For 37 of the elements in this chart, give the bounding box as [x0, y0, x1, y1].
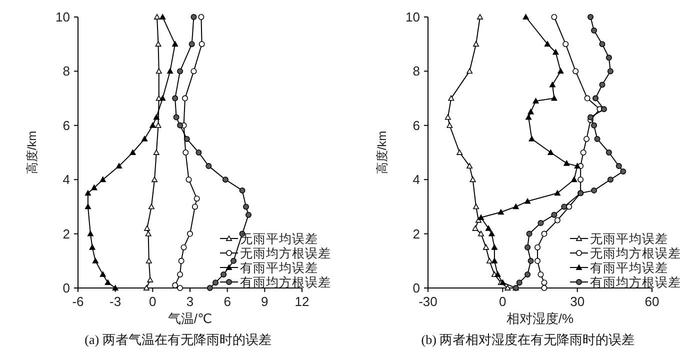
x-axis-title: 气温/℃	[168, 311, 212, 326]
y-tick-label: 4	[62, 172, 70, 188]
text: (a) 两者气温在有无降雨时的误差	[84, 332, 272, 347]
legend-label: 有雨平均误差	[590, 261, 668, 275]
legend-label: 无雨平均误差	[590, 232, 668, 246]
y-tick-label: 2	[62, 226, 70, 242]
x-tick-label: -30	[418, 294, 438, 309]
y-tick-label: 8	[412, 64, 420, 79]
y-tick-label: 6	[412, 118, 420, 133]
legend-label: 无雨均方根误差	[240, 246, 331, 260]
y-axis-title: 高度/km	[375, 130, 389, 174]
legend-label: 有雨均方根误差	[240, 274, 331, 290]
x-tick-label: -6	[72, 294, 84, 309]
legend-label: 无雨均方根误差	[590, 246, 681, 260]
x-tick-label: 0	[149, 294, 156, 309]
x-tick-label: 3	[186, 294, 194, 309]
y-tick-label: 4	[412, 172, 420, 188]
x-tick-label: 30	[570, 294, 585, 309]
y-tick-label: 8	[62, 64, 70, 79]
x-tick-label: 0	[499, 294, 506, 309]
y-tick-label: 0	[62, 280, 70, 296]
x-tick-label: 6	[224, 294, 231, 309]
y-axis-title: 高度/km	[25, 130, 39, 174]
text: (b) 两者相对湿度在有无降雨时的误差	[421, 332, 635, 347]
x-tick-label: 12	[294, 294, 310, 309]
y-tick-label: 10	[406, 10, 420, 24]
legend-label: 无雨平均误差	[240, 232, 318, 246]
x-tick-label: 9	[261, 294, 268, 309]
x-tick-label: -3	[110, 294, 122, 309]
legend-label: 有雨平均误差	[240, 261, 318, 275]
y-tick-label: 0	[412, 280, 420, 296]
y-tick-label: 10	[56, 10, 70, 24]
y-tick-label: 6	[62, 118, 70, 133]
legend-label: 有雨均方根误差	[590, 274, 681, 290]
x-axis-title: 相对湿度/%	[506, 311, 574, 326]
x-tick-label: 60	[644, 294, 660, 309]
y-tick-label: 2	[412, 226, 420, 242]
